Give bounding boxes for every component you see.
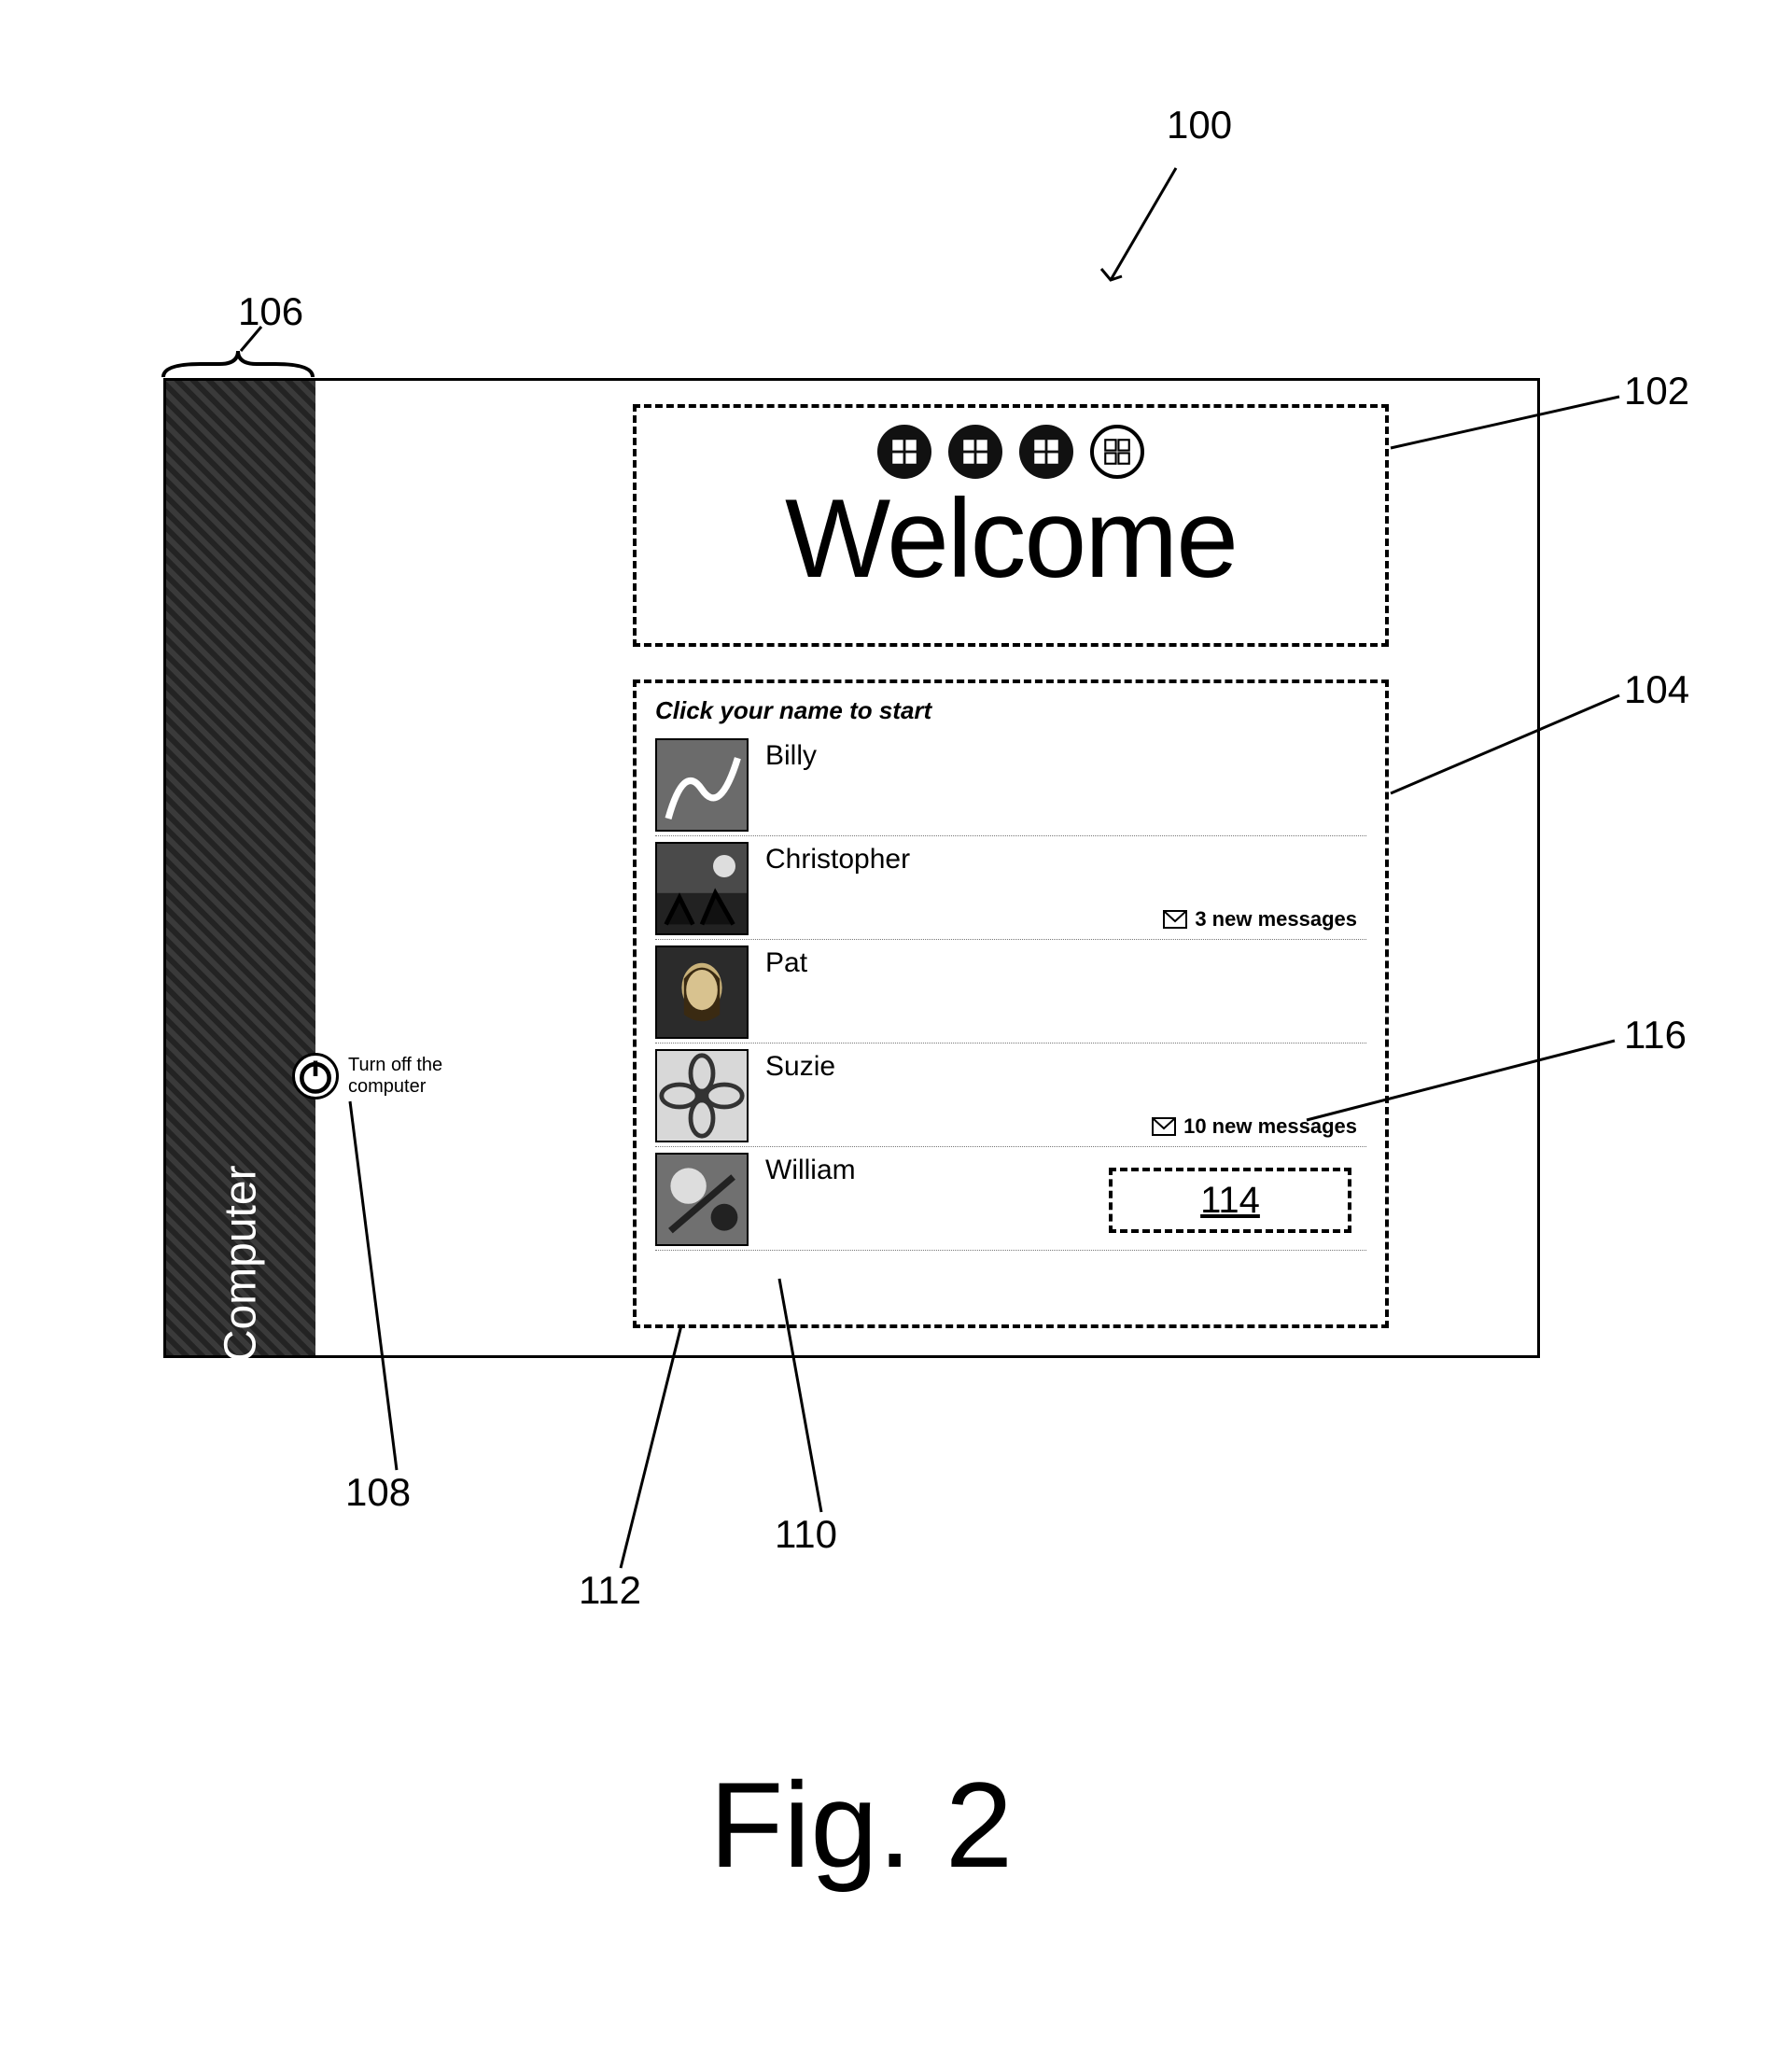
lead-106 bbox=[224, 317, 280, 355]
computer-name: Den Computer bbox=[216, 1165, 267, 1456]
user-row[interactable]: Suzie 10 new messages bbox=[655, 1044, 1366, 1147]
ref-box-114: 114 bbox=[1109, 1168, 1351, 1233]
lead-110 bbox=[775, 1279, 849, 1517]
ref-102: 102 bbox=[1624, 369, 1689, 413]
logo-icon bbox=[877, 425, 931, 479]
lead-112 bbox=[616, 1325, 691, 1573]
ref-108: 108 bbox=[345, 1470, 411, 1515]
user-row[interactable]: Pat bbox=[655, 940, 1366, 1044]
user-name: Billy bbox=[765, 740, 817, 772]
figure-label: Fig. 2 bbox=[709, 1755, 1013, 1895]
user-row[interactable]: Christopher 3 new messages bbox=[655, 836, 1366, 940]
logo-icon bbox=[948, 425, 1002, 479]
mail-icon bbox=[1152, 1117, 1176, 1136]
user-name: Suzie bbox=[765, 1051, 835, 1083]
lead-102 bbox=[1391, 392, 1633, 467]
lead-104 bbox=[1391, 691, 1633, 803]
user-name: William bbox=[765, 1155, 856, 1186]
power-off-label: Turn off the computer bbox=[348, 1055, 460, 1098]
user-name: Pat bbox=[765, 947, 807, 979]
power-off-button[interactable]: Turn off the computer bbox=[292, 1053, 460, 1100]
user-avatar bbox=[655, 842, 749, 935]
user-name: Christopher bbox=[765, 844, 910, 875]
message-text: 3 new messages bbox=[1195, 907, 1357, 931]
ref-104: 104 bbox=[1624, 667, 1689, 712]
lead-116 bbox=[1307, 1036, 1624, 1129]
os-logo-row bbox=[637, 425, 1385, 479]
user-avatar bbox=[655, 1049, 749, 1142]
welcome-title: Welcome bbox=[637, 483, 1385, 595]
lead-108 bbox=[345, 1101, 420, 1475]
logo-icon bbox=[1019, 425, 1073, 479]
figure-canvas: 100 106 Den Computer Turn off the comput… bbox=[0, 0, 1792, 2045]
welcome-region: Welcome bbox=[633, 404, 1389, 647]
users-region: Click your name to start Billy Christoph… bbox=[633, 679, 1389, 1328]
ref-110: 110 bbox=[775, 1512, 837, 1557]
ref-114: 114 bbox=[1200, 1180, 1260, 1222]
arrow-100 bbox=[1101, 159, 1213, 327]
ref-112: 112 bbox=[579, 1568, 641, 1613]
power-icon bbox=[292, 1053, 339, 1100]
user-avatar bbox=[655, 738, 749, 832]
user-avatar bbox=[655, 1153, 749, 1246]
message-badge: 3 new messages bbox=[1163, 907, 1357, 931]
logo-icon bbox=[1090, 425, 1144, 479]
ref-116: 116 bbox=[1624, 1013, 1687, 1058]
ref-100: 100 bbox=[1167, 103, 1232, 147]
sidebar: Den Computer bbox=[166, 381, 315, 1355]
mail-icon bbox=[1163, 910, 1187, 929]
user-row[interactable]: Billy bbox=[655, 733, 1366, 836]
users-hint: Click your name to start bbox=[655, 696, 1366, 725]
user-avatar bbox=[655, 945, 749, 1039]
